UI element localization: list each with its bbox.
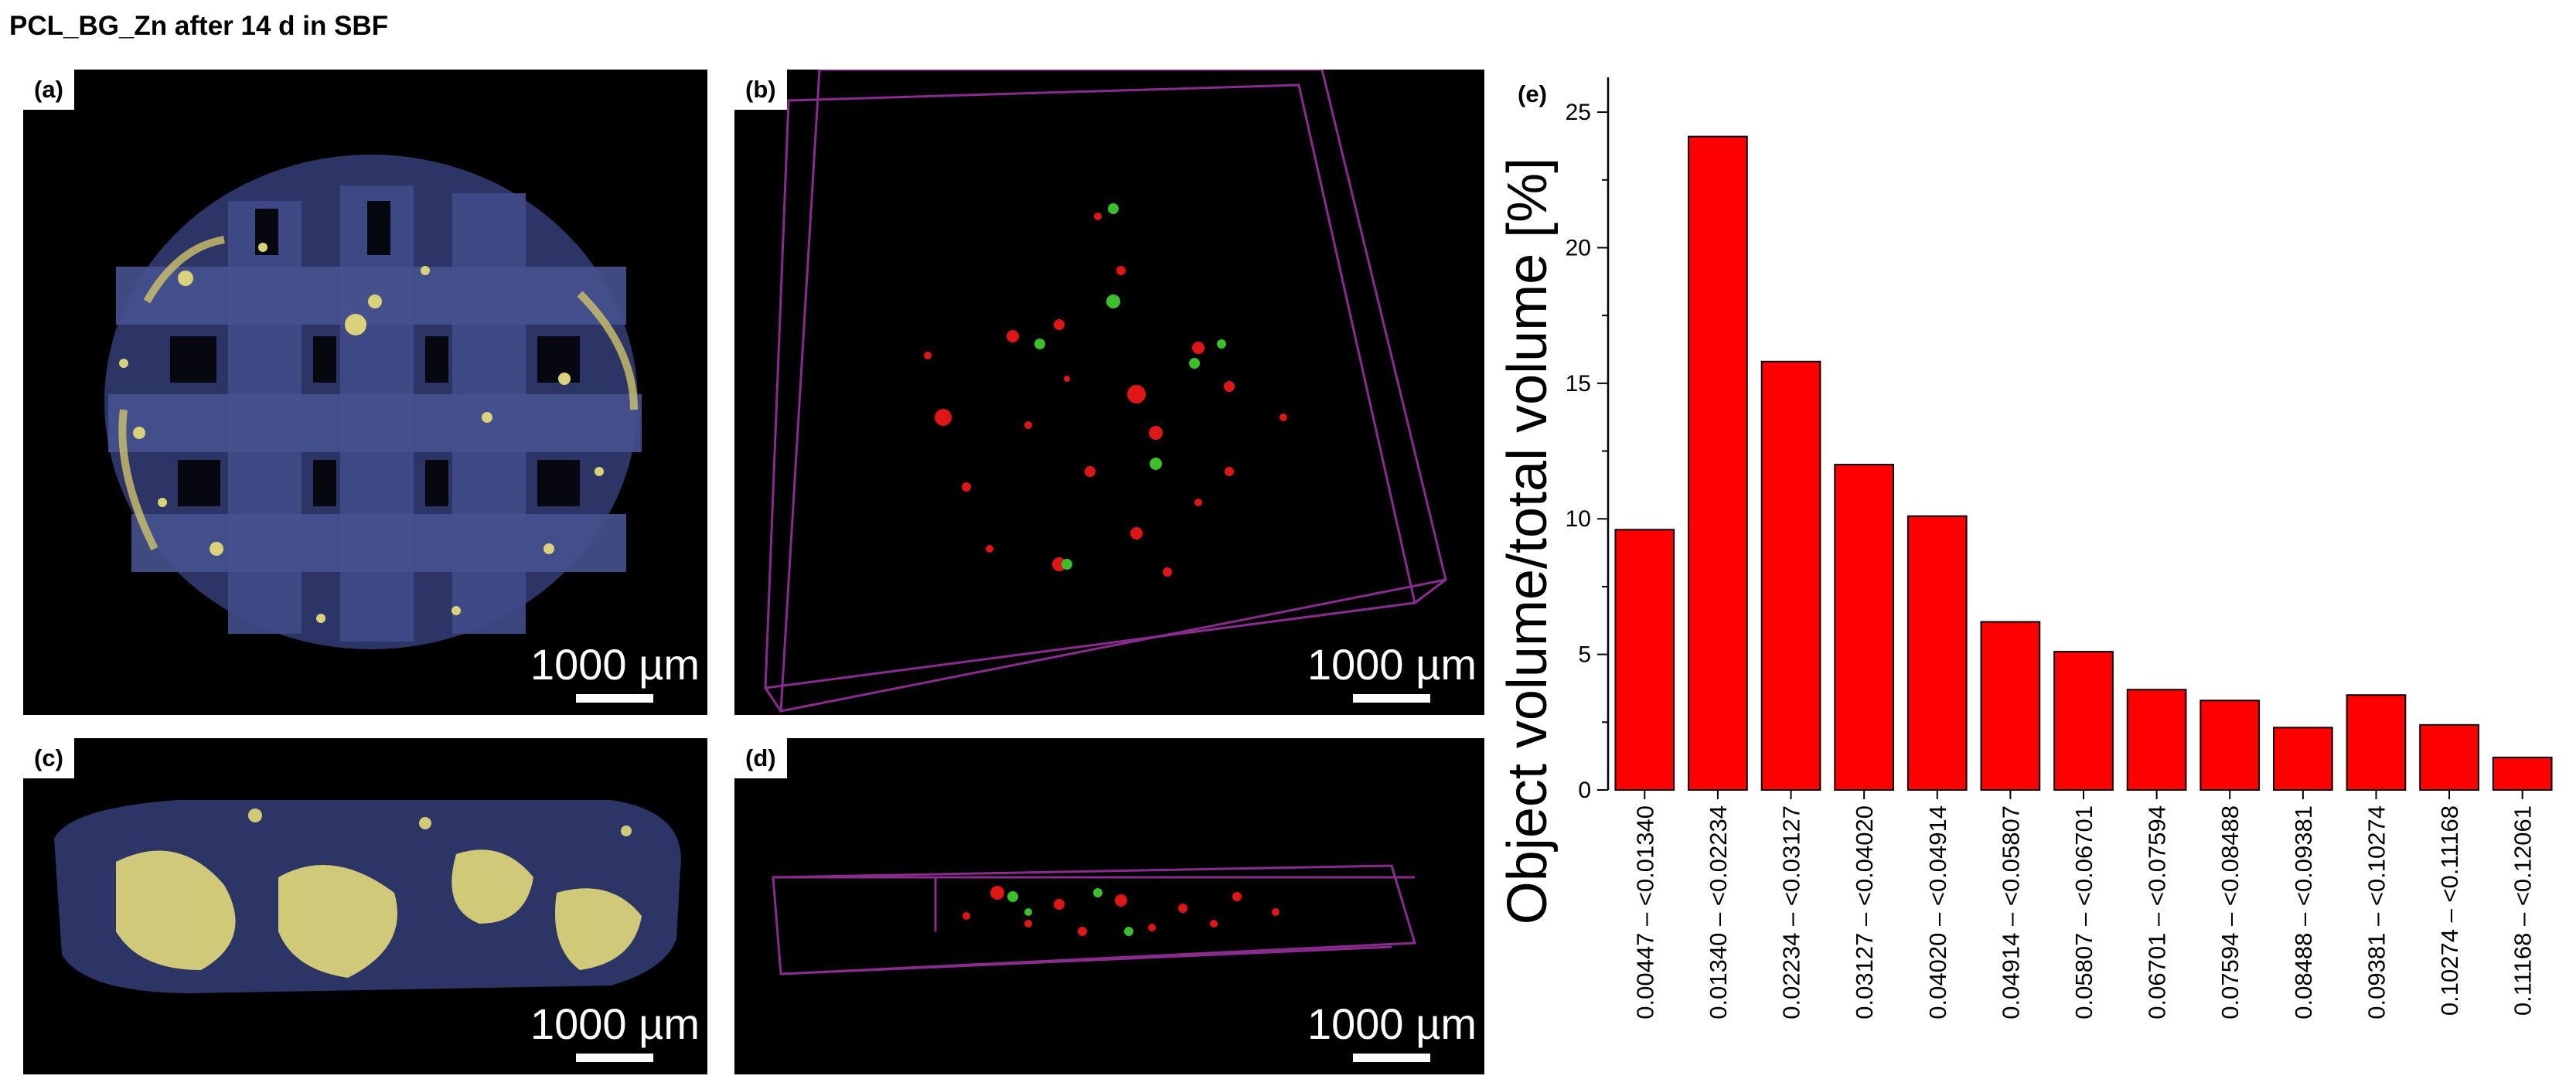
x-tick-label-6: 0.04914 – <0.05807 <box>1997 805 2024 1020</box>
bar-2 <box>1688 135 1748 791</box>
x-tick-label-10: 0.08488 – <0.09381 <box>2290 805 2317 1020</box>
panel-a-scale-text: 1000 µm <box>530 640 700 689</box>
bar-7 <box>2053 651 2114 791</box>
bar-1 <box>1614 529 1675 791</box>
panel-c-scale-line <box>576 1054 654 1062</box>
bar-5 <box>1906 515 1968 791</box>
y-tick-label-5: 5 <box>1578 642 1591 668</box>
panel-c-image: (c) 1000 µm <box>23 738 707 1074</box>
scaffold-top-view <box>104 155 642 649</box>
bar-3 <box>1760 360 1821 791</box>
panel-d-scale-bar: 1000 µm <box>1307 999 1477 1062</box>
x-tick-label-11: 0.09381 – <0.10274 <box>2363 805 2390 1020</box>
bar-11 <box>2346 694 2407 792</box>
particle-side-view <box>772 864 1416 975</box>
x-tick-label-8: 0.06701 – <0.07594 <box>2144 805 2171 1020</box>
green-particles <box>1034 203 1226 570</box>
scaffold-pores <box>170 201 580 506</box>
x-tick-label-7: 0.05807 – <0.06701 <box>2070 805 2097 1020</box>
panel-b-image: (b) 1000 µm <box>734 70 1484 715</box>
panel-b-scale-line <box>1353 694 1431 703</box>
x-tick-label-9: 0.07594 – <0.08488 <box>2217 805 2244 1020</box>
scaffold-horizontal-struts <box>108 267 642 572</box>
panel-b-scale-text: 1000 µm <box>1307 640 1477 689</box>
bar-9 <box>2199 700 2261 791</box>
y-tick-label-10: 10 <box>1566 506 1591 532</box>
panel-e-bar-chart: 0.00447 – <0.01340 0.01340 – <0.02234 0.02… <box>1500 77 2553 1020</box>
panel-c-label: (c) <box>23 738 74 778</box>
bar-12 <box>2419 723 2479 791</box>
particle-top-view <box>764 70 1447 713</box>
panel-b-scale-bar: 1000 µm <box>1307 639 1477 703</box>
panel-d-scale-text: 1000 µm <box>1307 999 1477 1048</box>
panel-b-label: (b) <box>734 70 787 110</box>
scaffold-side-view <box>54 800 681 993</box>
x-tick-label-2: 0.01340 – <0.02234 <box>1705 805 1732 1020</box>
panel-d-scale-line <box>1353 1054 1431 1062</box>
x-tick-label-5: 0.04020 – <0.04914 <box>1924 805 1951 1020</box>
bar-13 <box>2492 756 2553 792</box>
y-tick-label-25: 25 <box>1566 100 1591 125</box>
panel-c-scale-text: 1000 µm <box>530 999 700 1048</box>
x-tick-label-4: 0.03127 – <0.04020 <box>1851 805 1878 1020</box>
panel-a-scale-line <box>576 694 654 703</box>
red-particles <box>924 213 1287 577</box>
y-tick-label-15: 15 <box>1566 371 1591 397</box>
side-bounding-box <box>772 864 1416 975</box>
side-green-particles <box>1007 888 1133 936</box>
side-mineral-deposits <box>116 809 642 978</box>
x-tick-label-12: 0.10274 – <0.11168 <box>2436 805 2463 1016</box>
x-tick-label-13: 0.11168 – <0.12061 <box>2510 805 2537 1016</box>
bars-group <box>1614 135 2553 792</box>
panel-a-label: (a) <box>23 70 74 110</box>
panel-a-scale-bar: 1000 µm <box>530 639 700 703</box>
panel-a-image: (a) 1000 µm <box>23 70 707 715</box>
y-tick-label-0: 0 <box>1578 778 1591 803</box>
axis-group: 0.00447 – <0.01340 0.01340 – <0.02234 0.02… <box>1566 77 2537 1020</box>
bar-10 <box>2273 727 2333 791</box>
mineral-deposits <box>119 243 604 623</box>
bar-4 <box>1834 464 1894 791</box>
side-red-particles <box>963 886 1279 936</box>
panel-e-label: (e) <box>1518 80 1547 107</box>
panel-c-scale-bar: 1000 µm <box>530 999 700 1062</box>
y-axis-label: Object volume/total volume [%] <box>1500 158 1559 924</box>
bounding-box <box>764 70 1447 713</box>
panel-d-image: (d) 1000 µm <box>734 738 1484 1074</box>
bar-8 <box>2126 689 2187 792</box>
panel-d-label: (d) <box>734 738 787 778</box>
y-tick-label-20: 20 <box>1566 235 1591 260</box>
scaffold-rim <box>118 236 638 551</box>
bar-6 <box>1980 621 2041 791</box>
figure-title: PCL_BG_Zn after 14 d in SBF <box>9 11 389 41</box>
x-tick-label-3: 0.02234 – <0.03127 <box>1778 805 1805 1020</box>
x-tick-label-1: 0.00447 – <0.01340 <box>1631 805 1658 1020</box>
